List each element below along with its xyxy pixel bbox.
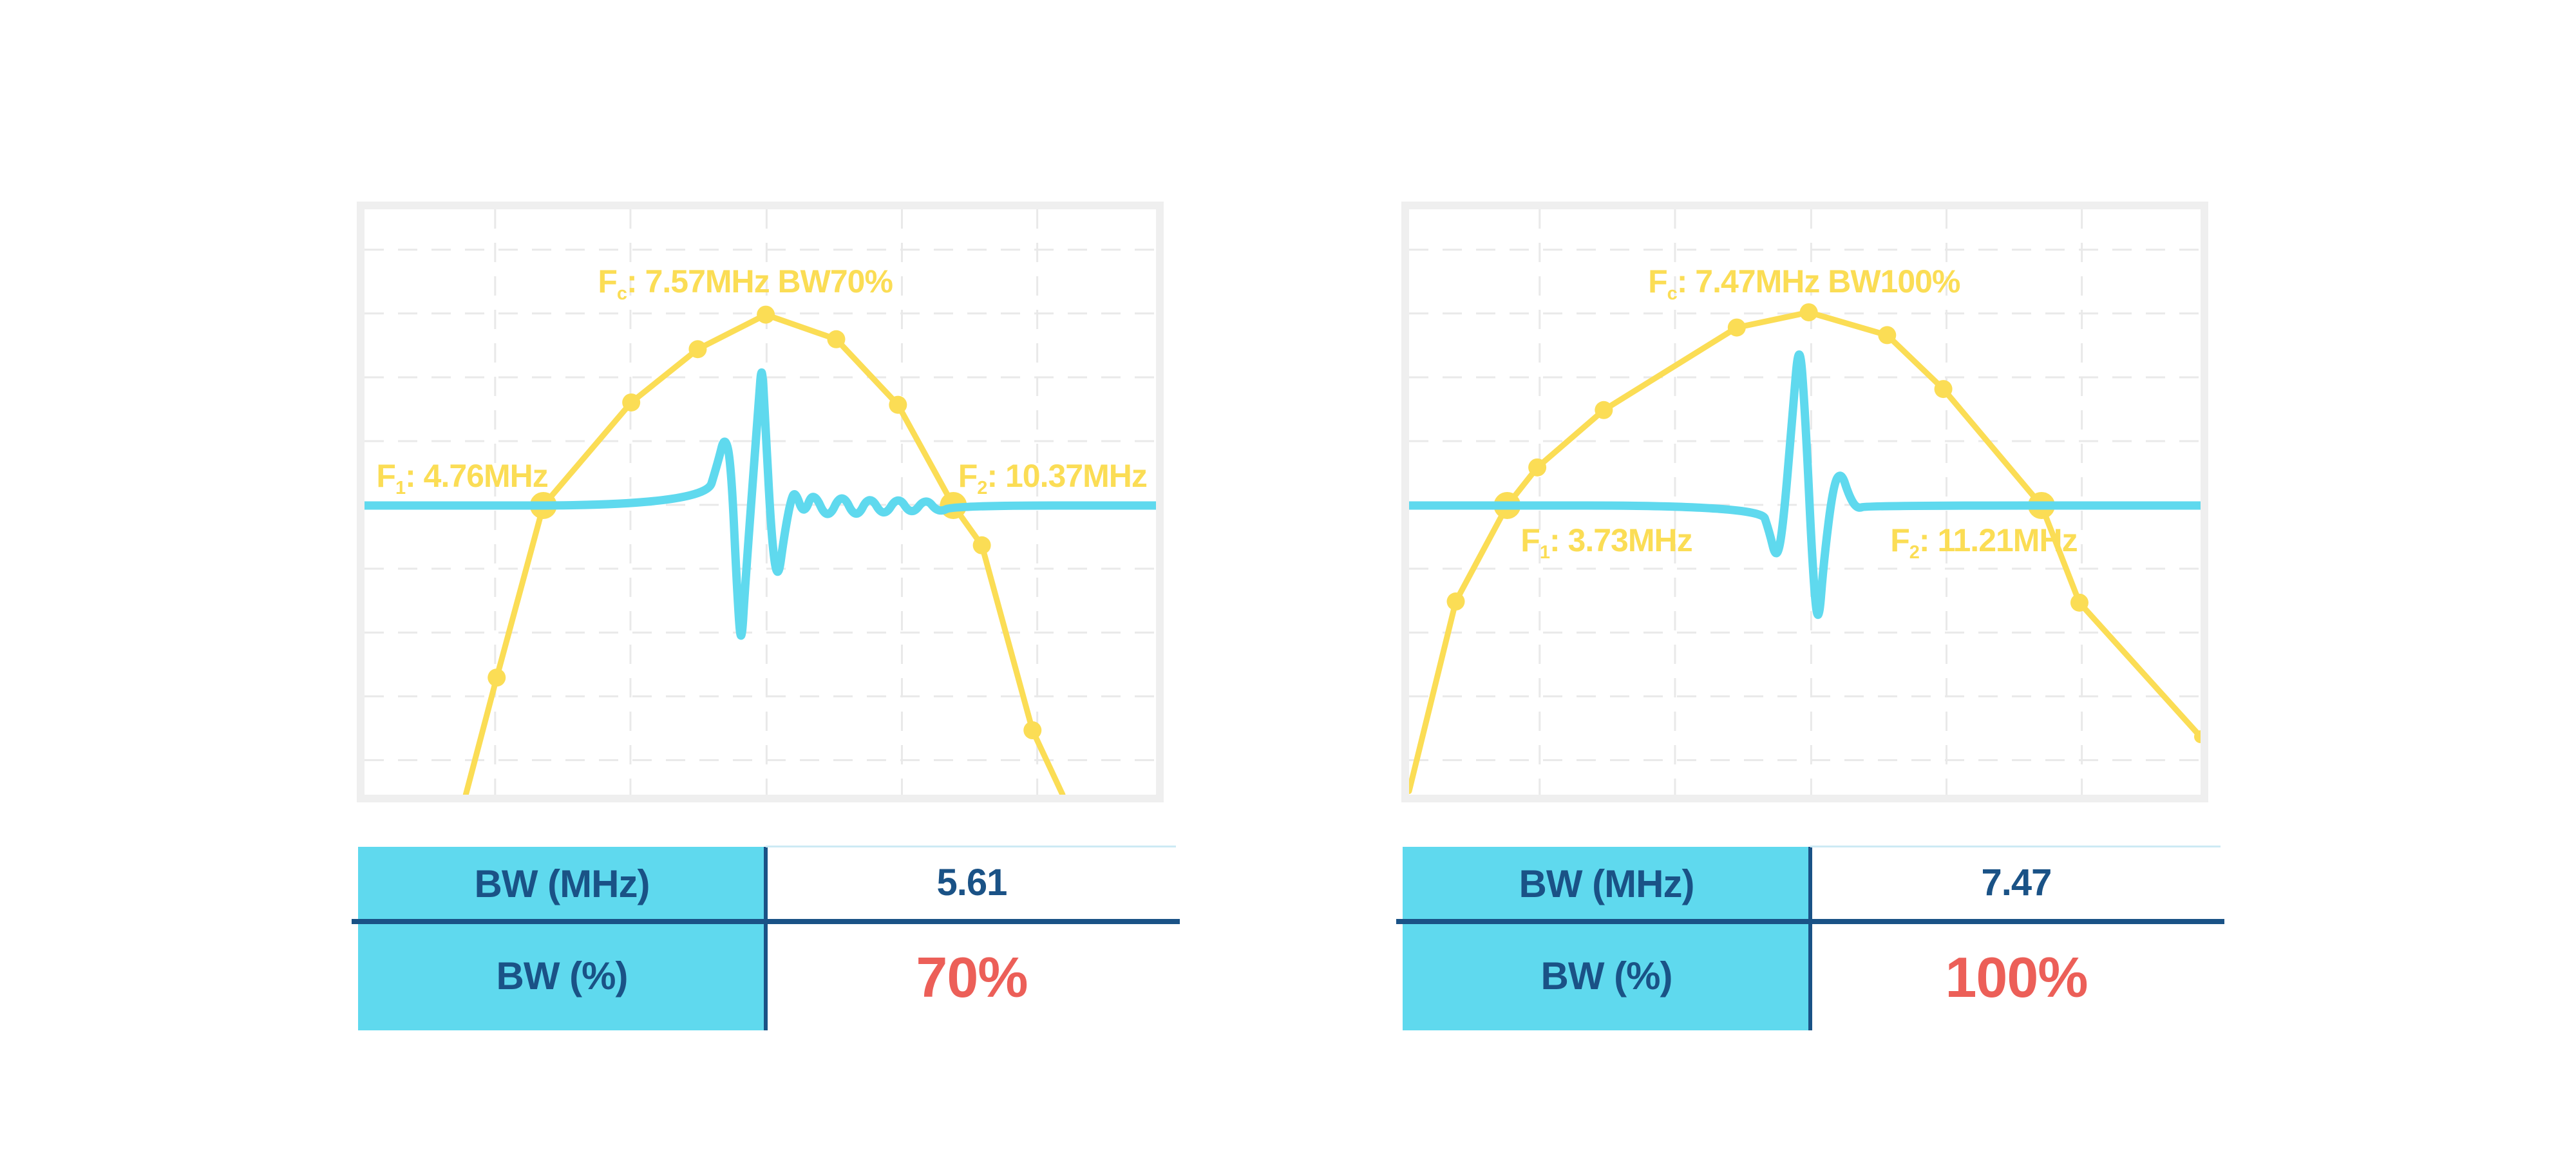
bw-mhz-value: 5.61 [936,862,1008,903]
bw-pct-label: BW (%) [1540,954,1673,998]
pulse-echo-waveform-line [365,368,1156,640]
f1-label-left: F1: 4.76MHz [376,458,548,499]
fc-label-left: Fc: 7.57MHz BW70% [598,263,893,305]
bw-table-right: BW (MHz) BW (%) 7.47 100% [1396,846,2224,1034]
f2-label-right: F2: 11.21MHz [1890,522,2078,563]
frequency-spectrum-marker-dot [622,393,641,411]
table-vertical-divider [1808,847,1812,1030]
frequency-spectrum-marker-dot [1595,401,1613,419]
spectrum-plot-right: Fc: 7.47MHz BW100% F1: 3.73MHz F2: 11.21… [1401,202,2208,802]
bw-table-left-label-column: BW (MHz) BW (%) [358,847,766,1030]
frequency-spectrum-marker-dot [488,668,506,687]
f2-label-left: F2: 10.37MHz [958,458,1148,499]
bw-mhz-value: 7.47 [1981,862,2052,903]
fc-label-right: Fc: 7.47MHz BW100% [1648,263,1960,305]
table-top-rule [1810,846,2221,847]
bw-table-left: BW (MHz) BW (%) 5.61 70% [352,846,1180,1034]
frequency-spectrum-marker-dot [1878,326,1897,345]
table-top-rule [766,846,1176,847]
frequency-spectrum-line [462,312,1066,795]
frequency-spectrum-marker-dot [827,330,846,348]
bw-mhz-label: BW (MHz) [474,862,650,905]
table-row-divider [352,919,1180,924]
bw-pct-value: 100% [1945,945,2088,1009]
table-vertical-divider [764,847,768,1030]
frequency-spectrum-marker-dot [757,305,775,324]
bw-table-right-label-column: BW (MHz) BW (%) [1403,847,1810,1030]
f1-label-right: F1: 3.73MHz [1520,522,1692,563]
frequency-spectrum-marker-dot [2194,730,2201,744]
frequency-spectrum-marker-dot [2070,593,2088,612]
frequency-spectrum-marker-dot [889,395,907,414]
frequency-spectrum-line [1409,309,2201,795]
spectrum-plot-left-canvas [365,209,1156,795]
frequency-spectrum-marker-dot [1023,721,1042,740]
bw-pct-value: 70% [916,945,1028,1009]
pulse-echo-waveform-line [1409,350,2201,620]
frequency-spectrum-marker-dot [1727,318,1746,337]
frequency-spectrum-marker-dot [1934,380,1953,399]
frequency-spectrum-marker-dot [1446,592,1465,611]
frequency-spectrum-marker-dot [1528,458,1547,477]
bw-pct-label: BW (%) [496,954,629,998]
spectrum-plot-right-canvas [1409,209,2201,795]
frequency-spectrum-marker-dot [688,340,707,359]
spectrum-plot-left: Fc: 7.57MHz BW70% F1: 4.76MHz F2: 10.37M… [357,202,1164,802]
bw-mhz-label: BW (MHz) [1519,862,1695,905]
table-row-divider [1396,919,2224,924]
frequency-spectrum-marker-dot [1799,303,1818,321]
frequency-spectrum-marker-dot [972,536,991,554]
